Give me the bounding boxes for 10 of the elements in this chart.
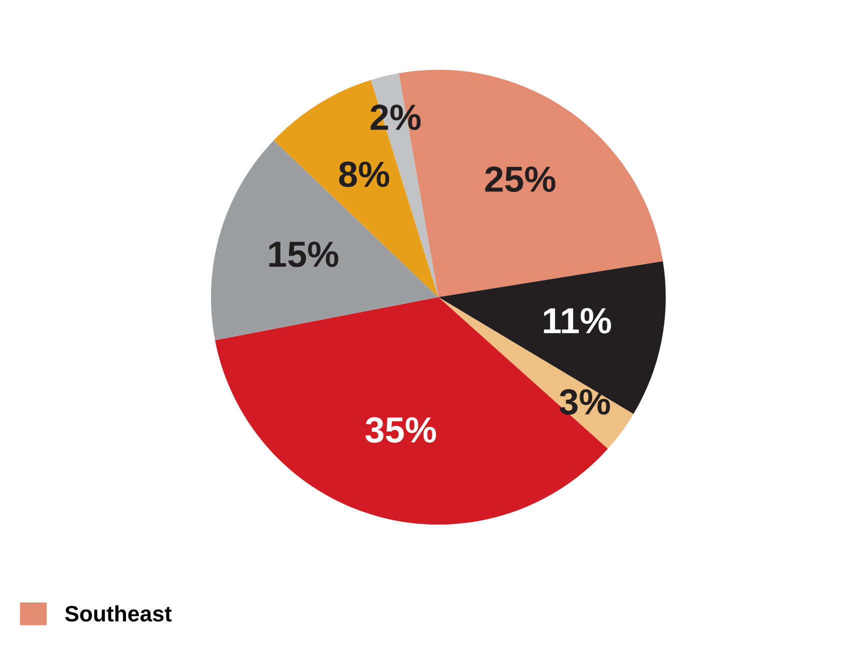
data-label: 3% — [560, 389, 610, 415]
data-label: 15% — [269, 242, 338, 268]
data-label: 25% — [485, 166, 556, 192]
data-label: 8% — [339, 161, 390, 188]
pie-slice — [438, 261, 666, 414]
data-label: 2% — [370, 104, 421, 130]
data-label: 35% — [365, 417, 436, 443]
pie-slice — [210, 140, 438, 340]
data-label: 11% — [544, 308, 611, 334]
legend-label: Southeast — [65, 605, 172, 622]
